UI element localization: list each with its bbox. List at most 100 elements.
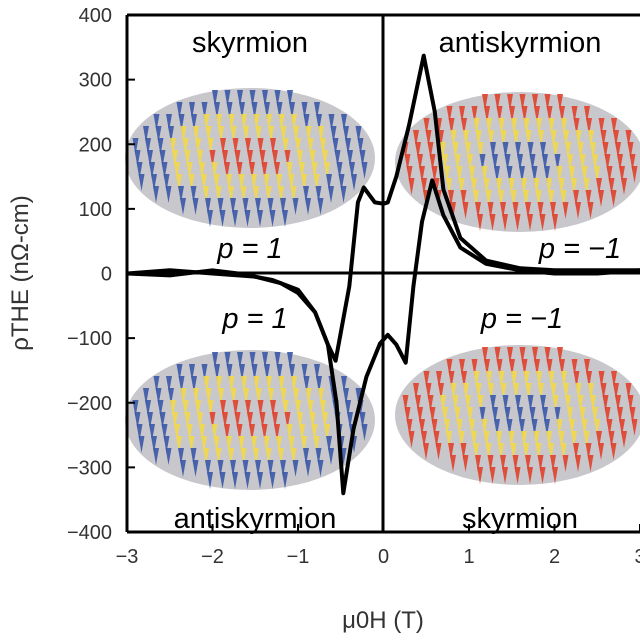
spin-arrow-icon [608,431,615,448]
spin-arrow-icon [537,455,544,472]
spin-arrow-icon [280,460,286,477]
spin-arrow-icon [199,162,205,179]
spin-arrow-icon [477,214,483,231]
spin-arrow-icon [203,376,210,393]
spin-arrow-icon [240,186,247,203]
spin-arrow-icon [289,102,295,119]
spin-arrow-icon [446,359,453,376]
spin-arrow-icon [481,166,488,183]
spin-arrow-icon [498,190,504,207]
spin-arrow-icon [166,376,172,393]
spin-arrow-icon [147,150,153,167]
spin-arrow-icon [510,190,517,207]
spin-arrow-icon [496,106,503,123]
spin-arrow-icon [155,388,162,405]
spin-arrow-icon [263,174,270,191]
spin-arrow-icon [170,138,176,155]
spin-arrow-icon [492,154,498,171]
spin-arrow-icon [176,174,182,191]
spin-arrow-icon [195,138,201,155]
y-tick-label: 100 [79,199,112,221]
spin-arrow-icon [242,198,249,215]
spin-arrow-icon [136,424,143,441]
spin-arrow-icon [446,106,453,123]
spin-arrow-icon [487,202,494,219]
spin-arrow-icon [506,166,513,183]
spin-arrow-icon [242,460,249,477]
spin-arrow-icon [230,388,237,405]
spin-arrow-icon [456,419,463,436]
spin-arrow-icon [153,186,159,203]
spin-arrow-icon [282,138,289,155]
spin-arrow-icon [207,138,214,155]
spin-arrow-icon [629,407,636,424]
spin-arrow-icon [249,90,256,107]
spin-arrow-icon [238,436,245,453]
spin-arrow-icon [610,190,617,207]
spin-arrow-icon [191,114,197,131]
spin-arrow-icon [269,210,276,227]
spin-arrow-icon [515,142,521,159]
spin-arrow-icon [479,407,486,424]
spin-arrow-icon [454,407,461,424]
spin-arrow-icon [174,424,180,441]
spin-arrow-icon [487,455,494,472]
spin-arrow-icon [625,130,632,147]
spin-arrow-icon [444,419,450,436]
spin-arrow-icon [585,190,592,207]
spin-arrow-icon [627,395,634,412]
spin-arrow-icon [270,400,276,417]
spin-arrow-icon [303,114,310,131]
spin-arrow-icon [240,448,247,465]
spin-arrow-icon [236,424,243,441]
spin-arrow-icon [525,130,532,147]
spin-arrow-icon [617,154,623,171]
spin-arrow-icon [157,400,164,417]
spin-arrow-icon [631,419,638,436]
spin-arrow-icon [195,400,201,417]
spin-arrow-icon [180,126,187,143]
spin-arrow-icon [537,202,544,219]
spin-arrow-icon [136,162,143,179]
spin-arrow-icon [473,118,480,135]
spin-texture-inset [395,92,640,232]
spin-arrow-icon [145,138,151,155]
spin-arrow-icon [507,347,513,364]
spin-arrow-icon [317,198,324,215]
spin-arrow-icon [276,436,282,453]
spin-arrow-icon [413,130,419,147]
spin-arrow-icon [264,102,270,119]
spin-arrow-icon [282,210,288,227]
spin-arrow-icon [540,395,546,412]
spin-arrow-icon [408,178,415,195]
spin-arrow-icon [498,118,505,135]
spin-arrow-icon [347,150,353,167]
spin-arrow-icon [431,419,438,436]
spin-arrow-icon [232,472,238,489]
spin-arrow-icon [262,90,268,107]
spin-arrow-icon [539,214,546,231]
spin-arrow-icon [548,443,554,460]
spin-arrow-icon [214,364,220,381]
spin-arrow-icon [274,352,281,369]
spin-arrow-icon [313,436,320,453]
spin-arrow-icon [274,424,280,441]
spin-arrow-icon [209,150,216,167]
spin-arrow-icon [278,186,284,203]
spin-arrow-icon [425,383,432,400]
spin-arrow-icon [272,150,278,167]
spin-arrow-icon [178,448,184,465]
spin-arrow-icon [292,460,299,477]
spin-arrow-icon [270,138,276,155]
spin-arrow-icon [243,388,249,405]
spin-arrow-icon [264,364,270,381]
spin-arrow-icon [463,383,469,400]
spin-arrow-icon [201,364,208,381]
spin-arrow-icon [552,467,558,484]
spin-arrow-icon [303,376,310,393]
spin-arrow-icon [575,455,581,472]
spin-arrow-icon [625,383,632,400]
spin-arrow-icon [417,154,423,171]
spin-arrow-icon [257,138,264,155]
